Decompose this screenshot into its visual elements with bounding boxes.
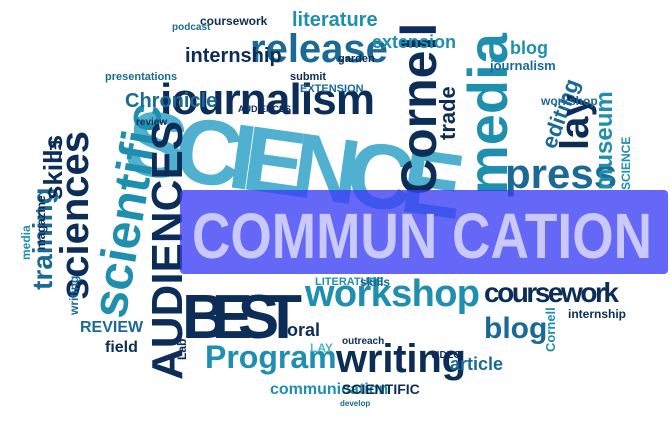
word: writing [67, 276, 81, 316]
word: lay [553, 94, 597, 150]
word: Chronicle [125, 90, 217, 112]
word: magazine [34, 195, 48, 250]
word: writing [335, 337, 466, 381]
word: journalism [489, 58, 556, 73]
word: skills [38, 135, 68, 200]
word: Cornell [543, 307, 558, 352]
word: EXTENSION [300, 83, 364, 95]
word: LAY [310, 341, 333, 355]
word: extension [372, 32, 456, 52]
word: Cornell [391, 23, 447, 195]
word: SCIENTIFIC [342, 381, 420, 397]
word: skills [360, 275, 390, 289]
word: Program [205, 339, 337, 375]
word: blog [510, 38, 548, 58]
word: coursework [484, 277, 619, 308]
word: outreach [342, 336, 384, 347]
word: trade [435, 86, 460, 140]
word: submit [290, 71, 326, 83]
word: sciences [53, 131, 97, 300]
banner-box [180, 190, 668, 274]
word: VIDEO [430, 350, 461, 361]
word: garden [338, 53, 375, 65]
banner-text: COMMUN CATION [192, 200, 652, 272]
word: internship [185, 45, 282, 67]
word: field [105, 339, 138, 356]
word: internship [568, 307, 626, 321]
word: article [450, 354, 503, 374]
word: workshop [304, 273, 480, 315]
word: workshop [540, 94, 598, 108]
word: develop [340, 399, 370, 408]
word: coursework [200, 14, 268, 28]
word: literature [292, 9, 378, 31]
word: press [505, 150, 617, 197]
word: journalism [159, 75, 375, 124]
word: review [136, 117, 167, 128]
word: AUDIENCES [238, 104, 291, 114]
word: ED [46, 140, 63, 162]
word: release [250, 27, 388, 71]
word: BEST [182, 283, 302, 352]
word: museum [591, 91, 618, 190]
word: training [27, 187, 58, 290]
word: media [19, 225, 33, 260]
word: communication [270, 381, 388, 398]
word: blog [484, 312, 547, 345]
word: REVIEW [80, 319, 144, 336]
word: Lab [175, 339, 189, 360]
word: presentations [105, 71, 177, 83]
word: media [456, 32, 519, 195]
word: oral [287, 320, 320, 340]
word: LITERATURE [315, 276, 384, 288]
word: podcast [172, 22, 211, 33]
word: SCIENCE [619, 137, 633, 190]
